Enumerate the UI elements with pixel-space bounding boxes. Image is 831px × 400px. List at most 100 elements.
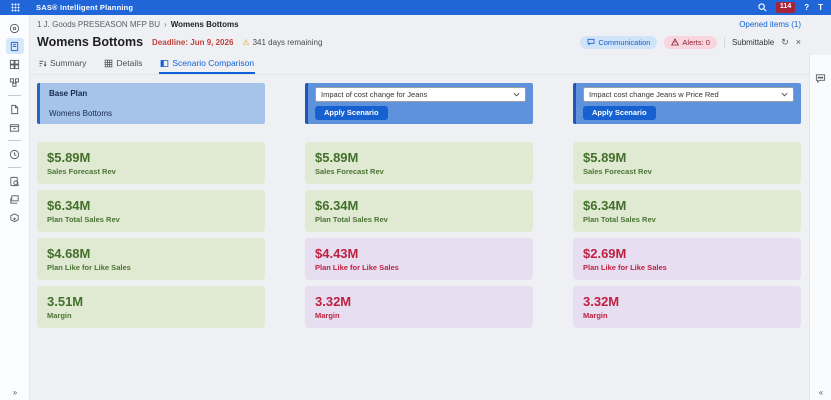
metric-label: Plan Like for Like Sales <box>583 263 667 272</box>
metric-value: $6.34M <box>315 198 359 213</box>
metric-card: $5.89M Sales Forecast Rev <box>573 142 801 184</box>
metric-card: 3.51M Margin <box>37 286 265 328</box>
metric-label: Plan Total Sales Rev <box>47 215 120 224</box>
scenario-select-value: Impact cost change Jeans w Price Red <box>589 90 719 99</box>
scenario-select-value: Impact of cost change for Jeans <box>321 90 428 99</box>
scenario-columns: Base Plan Womens Bottoms $5.89M Sales Fo… <box>30 75 809 334</box>
main-content: 1 J. Goods PRESEASON MFP BU › Womens Bot… <box>30 15 809 400</box>
metric-label: Plan Like for Like Sales <box>47 263 131 272</box>
communication-button[interactable]: Communication <box>580 35 658 49</box>
breadcrumb-parent[interactable]: 1 J. Goods PRESEASON MFP BU <box>37 20 161 29</box>
metric-card: $4.68M Plan Like for Like Sales <box>37 238 265 280</box>
home-icon[interactable] <box>6 20 24 36</box>
layers-icon[interactable] <box>6 191 24 207</box>
days-remaining-text: 341 days remaining <box>252 37 323 47</box>
sidebar-divider <box>8 167 21 168</box>
top-app-bar: SAS® Intelligent Planning 114 ? T <box>0 0 831 15</box>
alert-triangle-icon <box>671 38 680 46</box>
metric-label: Margin <box>315 311 340 320</box>
metric-label: Plan Total Sales Rev <box>315 215 388 224</box>
sidebar-divider <box>8 140 21 141</box>
plans-icon[interactable] <box>5 38 24 54</box>
tab-scenario-comparison-label: Scenario Comparison <box>172 58 255 68</box>
page-header: Womens Bottoms Deadline: Jun 9, 2026 ⚠ 3… <box>30 29 809 52</box>
apply-scenario-button[interactable]: Apply Scenario <box>583 106 656 120</box>
user-avatar[interactable]: T <box>818 2 823 12</box>
metric-label: Margin <box>583 311 608 320</box>
metric-card: $5.89M Sales Forecast Rev <box>37 142 265 184</box>
right-rail: « <box>809 55 831 400</box>
speech-bubble-icon <box>587 38 595 46</box>
base-plan-subtitle: Womens Bottoms <box>49 109 112 118</box>
left-sidebar: » <box>0 15 30 400</box>
document-icon[interactable] <box>6 101 24 117</box>
metric-card: $6.34M Plan Total Sales Rev <box>573 190 801 232</box>
metric-value: 3.32M <box>583 294 620 309</box>
scenario-select[interactable]: Impact of cost change for Jeans <box>315 87 526 102</box>
metric-label: Plan Like for Like Sales <box>315 263 399 272</box>
notification-badge[interactable]: 114 <box>775 2 796 13</box>
alerts-button[interactable]: Alerts: 0 <box>664 35 717 49</box>
expand-sidebar-button[interactable]: » <box>12 388 18 397</box>
metric-label: Margin <box>47 311 72 320</box>
metric-value: 3.51M <box>47 294 84 309</box>
metric-card: $4.43M Plan Like for Like Sales <box>305 238 533 280</box>
page-title: Womens Bottoms <box>37 35 144 49</box>
base-plan-header: Base Plan Womens Bottoms <box>37 83 265 124</box>
summary-icon <box>39 60 47 67</box>
help-icon[interactable]: ? <box>804 2 810 12</box>
base-plan-title: Base Plan <box>49 89 88 98</box>
collapse-rail-button[interactable]: « <box>818 388 824 397</box>
metric-value: $4.68M <box>47 246 91 261</box>
alerts-label: Alerts: 0 <box>682 37 710 47</box>
tab-details-label: Details <box>116 58 143 68</box>
refresh-icon[interactable]: ↻ <box>781 36 789 47</box>
metric-card: $5.89M Sales Forecast Rev <box>305 142 533 184</box>
metric-value: $4.43M <box>315 246 359 261</box>
metric-card: $2.69M Plan Like for Like Sales <box>573 238 801 280</box>
metric-label: Plan Total Sales Rev <box>583 215 656 224</box>
warning-icon: ⚠ <box>242 37 250 47</box>
metric-value: $2.69M <box>583 246 627 261</box>
metric-value: $6.34M <box>583 198 627 213</box>
tab-scenario-comparison[interactable]: Scenario Comparison <box>159 56 256 74</box>
package-add-icon[interactable] <box>6 209 24 225</box>
base-plan-column: Base Plan Womens Bottoms $5.89M Sales Fo… <box>37 83 265 334</box>
scenario-select[interactable]: Impact cost change Jeans w Price Red <box>583 87 794 102</box>
metric-value: $5.89M <box>583 150 627 165</box>
chevron-down-icon <box>781 92 788 97</box>
breadcrumb-current: Womens Bottoms <box>170 20 239 29</box>
scenario-column-2: Impact cost change Jeans w Price Red App… <box>573 83 801 334</box>
metric-value: $5.89M <box>315 150 359 165</box>
metric-card: 3.32M Margin <box>305 286 533 328</box>
metric-label: Sales Forecast Rev <box>47 167 116 176</box>
scenario-column-1: Impact of cost change for Jeans Apply Sc… <box>305 83 533 334</box>
tab-bar: Summary Details Scenario Comparison <box>30 52 809 75</box>
workbench-grid-icon[interactable] <box>6 56 24 72</box>
communication-label: Communication <box>598 37 651 47</box>
close-icon[interactable]: × <box>795 36 801 47</box>
opened-items-link[interactable]: Opened items (1) <box>739 20 801 29</box>
comment-icon[interactable] <box>815 73 827 84</box>
report-search-icon[interactable] <box>6 173 24 189</box>
submittable-status: Submittable <box>731 37 775 47</box>
tab-details[interactable]: Details <box>103 56 143 74</box>
divider <box>723 36 725 48</box>
processes-icon[interactable] <box>6 74 24 90</box>
scenario-header: Impact cost change Jeans w Price Red App… <box>573 83 801 124</box>
metric-label: Sales Forecast Rev <box>315 167 384 176</box>
tab-summary-label: Summary <box>50 58 87 68</box>
scenario-header: Impact of cost change for Jeans Apply Sc… <box>305 83 533 124</box>
metric-card: 3.32M Margin <box>573 286 801 328</box>
search-icon[interactable] <box>758 3 767 12</box>
breadcrumb: 1 J. Goods PRESEASON MFP BU › Womens Bot… <box>30 15 809 29</box>
metric-card: $6.34M Plan Total Sales Rev <box>37 190 265 232</box>
chevron-down-icon <box>513 92 520 97</box>
app-launcher-icon[interactable] <box>0 3 30 12</box>
tab-summary[interactable]: Summary <box>37 56 87 74</box>
metric-value: $6.34M <box>47 198 91 213</box>
archive-icon[interactable] <box>6 119 24 135</box>
apply-scenario-button[interactable]: Apply Scenario <box>315 106 388 120</box>
history-clock-icon[interactable] <box>6 146 24 162</box>
app-title: SAS® Intelligent Planning <box>36 3 134 12</box>
